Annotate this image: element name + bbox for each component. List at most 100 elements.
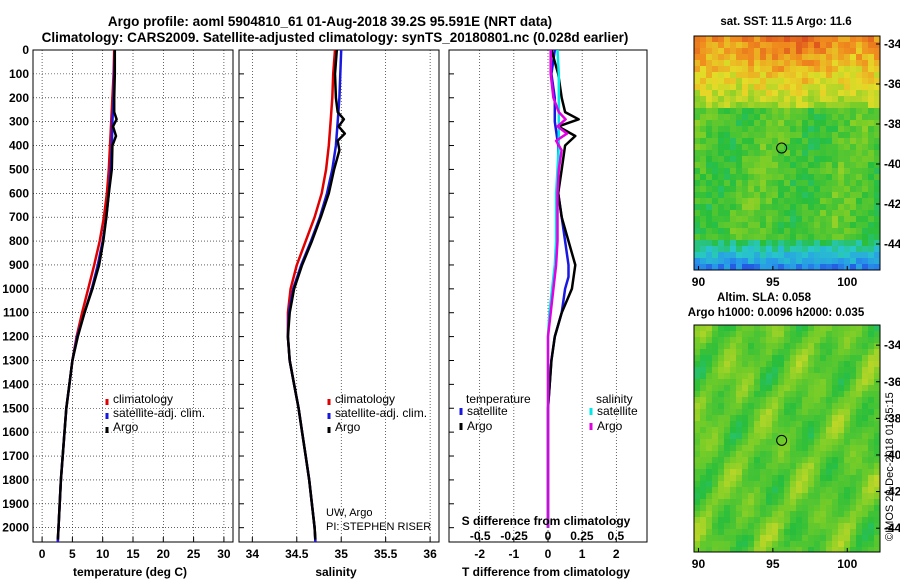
depth-tick-label: 1900 bbox=[2, 497, 29, 511]
map-cell bbox=[850, 409, 857, 416]
map-cell bbox=[838, 258, 845, 265]
map-cell bbox=[700, 150, 707, 157]
map-cell bbox=[784, 511, 791, 518]
map-cell bbox=[868, 78, 875, 85]
map-cell bbox=[868, 439, 875, 446]
map-cell bbox=[754, 361, 761, 368]
x-tick-label: 25 bbox=[187, 547, 201, 561]
map-cell bbox=[820, 523, 827, 530]
argo-float-marker bbox=[776, 142, 788, 154]
map-cell bbox=[778, 132, 785, 139]
map-cell bbox=[832, 144, 839, 151]
map-cell bbox=[844, 60, 851, 67]
depth-tick-label: 800 bbox=[9, 234, 29, 248]
map-cell bbox=[718, 343, 725, 350]
map-cell bbox=[868, 240, 875, 247]
map-cell bbox=[724, 204, 731, 211]
sst-field bbox=[694, 36, 881, 271]
map-cell bbox=[820, 433, 827, 440]
map-cell bbox=[868, 132, 875, 139]
map-cell bbox=[850, 343, 857, 350]
map-cell bbox=[814, 355, 821, 362]
map-cell bbox=[790, 451, 797, 458]
map-cell bbox=[724, 511, 731, 518]
map-cell bbox=[742, 90, 749, 97]
map-cell bbox=[724, 361, 731, 368]
map-cell bbox=[724, 192, 731, 199]
map-cell bbox=[754, 108, 761, 115]
map-cell bbox=[826, 156, 833, 163]
map-cell bbox=[868, 457, 875, 464]
map-cell bbox=[874, 132, 881, 139]
map-cell bbox=[802, 90, 809, 97]
map-cell bbox=[802, 529, 809, 536]
map-cell bbox=[718, 240, 725, 247]
map-cell bbox=[730, 264, 737, 271]
map-cell bbox=[856, 42, 863, 49]
map-cell bbox=[838, 493, 845, 500]
map-cell bbox=[700, 192, 707, 199]
map-cell bbox=[706, 156, 713, 163]
map-cell bbox=[784, 493, 791, 500]
map-cell bbox=[856, 445, 863, 452]
map-cell bbox=[772, 535, 779, 542]
map-cell bbox=[790, 487, 797, 494]
map-cell bbox=[694, 174, 701, 181]
map-cell bbox=[724, 246, 731, 253]
salinity-ticks: 34 34.5 35 35.5 36 bbox=[246, 537, 437, 561]
map-cell bbox=[856, 228, 863, 235]
map-cell bbox=[796, 246, 803, 253]
map-cell bbox=[694, 240, 701, 247]
map-cell bbox=[700, 252, 707, 259]
map-cell bbox=[766, 487, 773, 494]
map-cell bbox=[748, 529, 755, 536]
map-cell bbox=[742, 210, 749, 217]
map-cell bbox=[832, 349, 839, 356]
map-cell bbox=[772, 463, 779, 470]
map-cell bbox=[748, 391, 755, 398]
map-cell bbox=[712, 162, 719, 169]
map-cell bbox=[784, 523, 791, 530]
map-cell bbox=[814, 210, 821, 217]
map-cell bbox=[718, 469, 725, 476]
map-cell bbox=[748, 78, 755, 85]
map-cell bbox=[856, 535, 863, 542]
map-cell bbox=[748, 409, 755, 416]
map-cell bbox=[718, 138, 725, 145]
map-cell bbox=[820, 168, 827, 175]
map-cell bbox=[826, 355, 833, 362]
map-cell bbox=[760, 162, 767, 169]
map-cell bbox=[742, 547, 749, 553]
map-cell bbox=[724, 186, 731, 193]
map-cell bbox=[844, 216, 851, 223]
map-cell bbox=[850, 337, 857, 344]
map-cell bbox=[754, 210, 761, 217]
map-cell bbox=[856, 343, 863, 350]
map-cell bbox=[826, 373, 833, 380]
map-cell bbox=[784, 535, 791, 542]
map-cell bbox=[808, 186, 815, 193]
map-cell bbox=[844, 361, 851, 368]
map-cell bbox=[874, 102, 881, 109]
x-tick-label: 0 bbox=[39, 547, 46, 561]
map-cell bbox=[850, 42, 857, 49]
map-cell bbox=[784, 174, 791, 181]
map-cell bbox=[718, 511, 725, 518]
map-cell bbox=[718, 186, 725, 193]
map-cell bbox=[814, 174, 821, 181]
map-cell bbox=[790, 120, 797, 127]
map-cell bbox=[706, 198, 713, 205]
map-cell bbox=[706, 180, 713, 187]
map-cell bbox=[766, 469, 773, 476]
map-cell bbox=[736, 523, 743, 530]
map-cell bbox=[850, 72, 857, 79]
map-cell bbox=[760, 174, 767, 181]
map-cell bbox=[862, 457, 869, 464]
map-cell bbox=[850, 234, 857, 241]
map-cell bbox=[844, 499, 851, 506]
map-cell bbox=[826, 481, 833, 488]
map-cell bbox=[748, 349, 755, 356]
map-cell bbox=[844, 427, 851, 434]
map-cell bbox=[718, 505, 725, 512]
map-cell bbox=[826, 180, 833, 187]
